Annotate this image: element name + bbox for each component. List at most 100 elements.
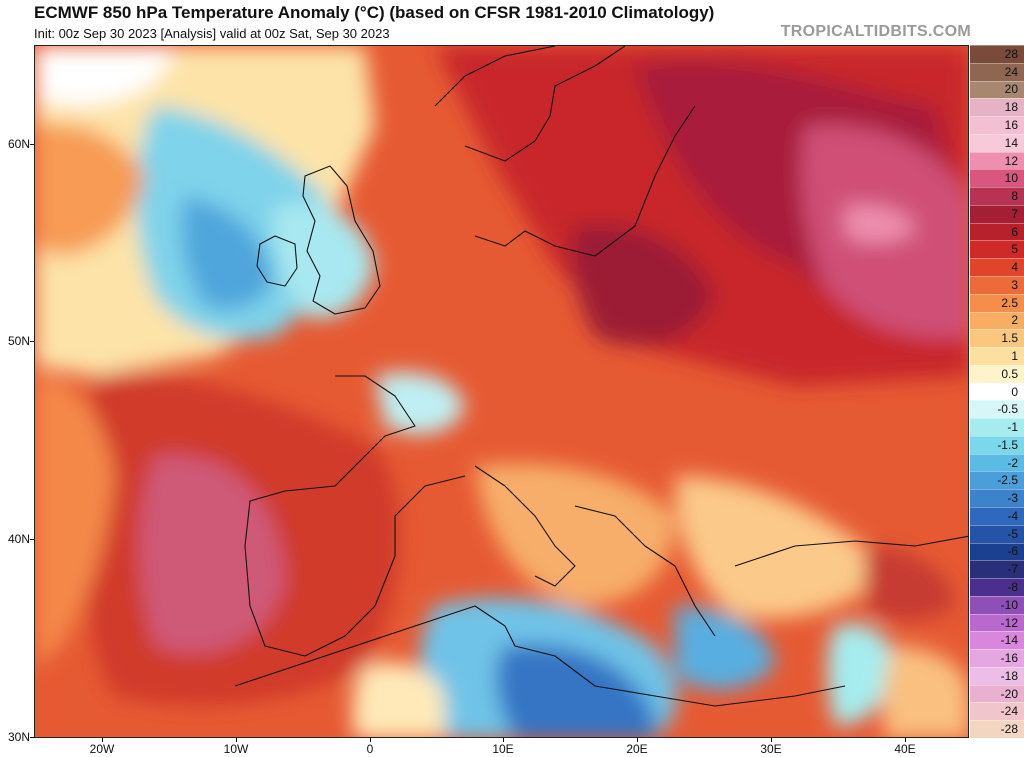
colorbar-label: 1 [1011, 348, 1018, 363]
colorbar-swatch [970, 187, 1024, 206]
colorbar-swatch [970, 98, 1024, 117]
lon-label-30e: 30E [760, 742, 782, 756]
lon-tick-20w [102, 738, 103, 742]
colorbar-swatch [970, 169, 1024, 188]
lon-label-20e: 20E [626, 742, 648, 756]
lat-label-60n: 60N [7, 137, 30, 151]
colorbar-label: 4 [1011, 260, 1018, 275]
colorbar-label: 12 [1004, 153, 1018, 168]
turkey-outline [734, 535, 968, 567]
colorbar-label: -1.5 [997, 437, 1018, 452]
colorbar-label: 20 [1004, 82, 1018, 97]
colorbar-swatch [970, 649, 1024, 668]
colorbar-swatch [970, 311, 1024, 330]
colorbar-swatch [970, 329, 1024, 348]
lon-tick-40e [905, 738, 906, 742]
lat-label-50n: 50N [7, 334, 30, 348]
baltic-outline [474, 105, 696, 257]
colorbar-swatch [970, 666, 1024, 685]
lat-tick-40n [30, 539, 34, 540]
colorbar-label: -2.5 [997, 473, 1018, 488]
colorbar-label: 10 [1004, 171, 1018, 186]
colorbar-swatch [970, 453, 1024, 472]
lon-tick-10w [236, 738, 237, 742]
colorbar-swatch [970, 435, 1024, 454]
colorbar-label: 3 [1011, 277, 1018, 292]
colorbar-swatch [970, 489, 1024, 508]
colorbar-label: -10 [1000, 597, 1018, 612]
colorbar-swatch [970, 471, 1024, 490]
colorbar-label: -8 [1007, 579, 1018, 594]
colorbar-swatch [970, 631, 1024, 650]
lon-tick-10e [503, 738, 504, 742]
colorbar-label: -2 [1007, 455, 1018, 470]
colorbar-swatch [970, 507, 1024, 525]
lon-label-20w: 20W [89, 742, 115, 756]
iberia-outline [244, 375, 466, 657]
colorbar-swatch [970, 116, 1024, 135]
colorbar-label: -24 [1000, 704, 1018, 719]
colorbar-swatch [970, 684, 1024, 703]
colorbar-label: 6 [1011, 224, 1018, 239]
anomaly-field [35, 46, 968, 737]
iberia-extreme [140, 454, 285, 654]
colorbar-swatch [970, 204, 1024, 223]
lon-tick-0 [370, 738, 371, 742]
algeria-neutral [352, 662, 445, 737]
colorbar-label: 8 [1011, 189, 1018, 204]
colorbar-label: 28 [1004, 46, 1018, 61]
colorbar-swatch [970, 364, 1024, 383]
colorbar-label: -5 [1007, 526, 1018, 541]
colorbar-label: -7 [1007, 562, 1018, 577]
colorbar-swatch [970, 62, 1024, 81]
west-atlantic-warm [35, 376, 115, 666]
scandinavia-outline [434, 46, 626, 162]
colorbar-swatch [970, 240, 1024, 259]
levant-cool [827, 623, 895, 726]
far-atlantic-warm [35, 123, 145, 256]
north-africa-cold [496, 644, 655, 737]
colorbar-label: 18 [1004, 100, 1018, 115]
colorbar-swatch [970, 276, 1024, 294]
colorbar-swatch [970, 382, 1024, 401]
colorbar-label: -14 [1000, 633, 1018, 648]
map-title: ECMWF 850 hPa Temperature Anomaly (°C) (… [34, 3, 715, 22]
east-turkey-warm [865, 546, 955, 621]
colorbar-label: 1.5 [1001, 331, 1018, 346]
northwest-neutral [35, 46, 175, 106]
colorbar-label: -16 [1000, 651, 1018, 666]
lat-label-30n: 30N [7, 730, 30, 744]
aegean-cool [675, 606, 775, 690]
colorbar-label: -28 [1000, 722, 1018, 737]
lon-label-10e: 10E [492, 742, 514, 756]
poland-peak [571, 224, 715, 346]
lat-tick-60n [30, 144, 34, 145]
middle-east-mild [882, 646, 968, 737]
colorbar-swatch [970, 595, 1024, 614]
colorbar-label: 7 [1011, 206, 1018, 221]
france-cool-spot [375, 372, 465, 435]
lon-tick-30e [771, 738, 772, 742]
colorbar-label: -3 [1007, 491, 1018, 506]
colorbar-label: 14 [1004, 135, 1018, 150]
colorbar-swatch [970, 347, 1024, 366]
colorbar-swatch [970, 524, 1024, 543]
colorbar-label: -1 [1007, 420, 1018, 435]
colorbar-swatch [970, 542, 1024, 561]
lon-tick-20e [637, 738, 638, 742]
colorbar-label: 0.5 [1001, 366, 1018, 381]
russia-peak [845, 205, 915, 243]
colorbar-swatch [970, 578, 1024, 597]
colorbar-swatch [970, 293, 1024, 312]
britain-outline [302, 165, 381, 315]
colorbar-label: 5 [1011, 242, 1018, 257]
colorbar-swatch [970, 258, 1024, 277]
colorbar-swatch [970, 133, 1024, 152]
anomaly-map[interactable] [34, 45, 969, 738]
ireland-outline [256, 235, 298, 287]
colorbar-swatch [970, 400, 1024, 419]
coastlines [234, 46, 968, 707]
colorbar-swatch [970, 45, 1024, 63]
colorbar-label: -12 [1000, 615, 1018, 630]
lat-label-40n: 40N [7, 532, 30, 546]
